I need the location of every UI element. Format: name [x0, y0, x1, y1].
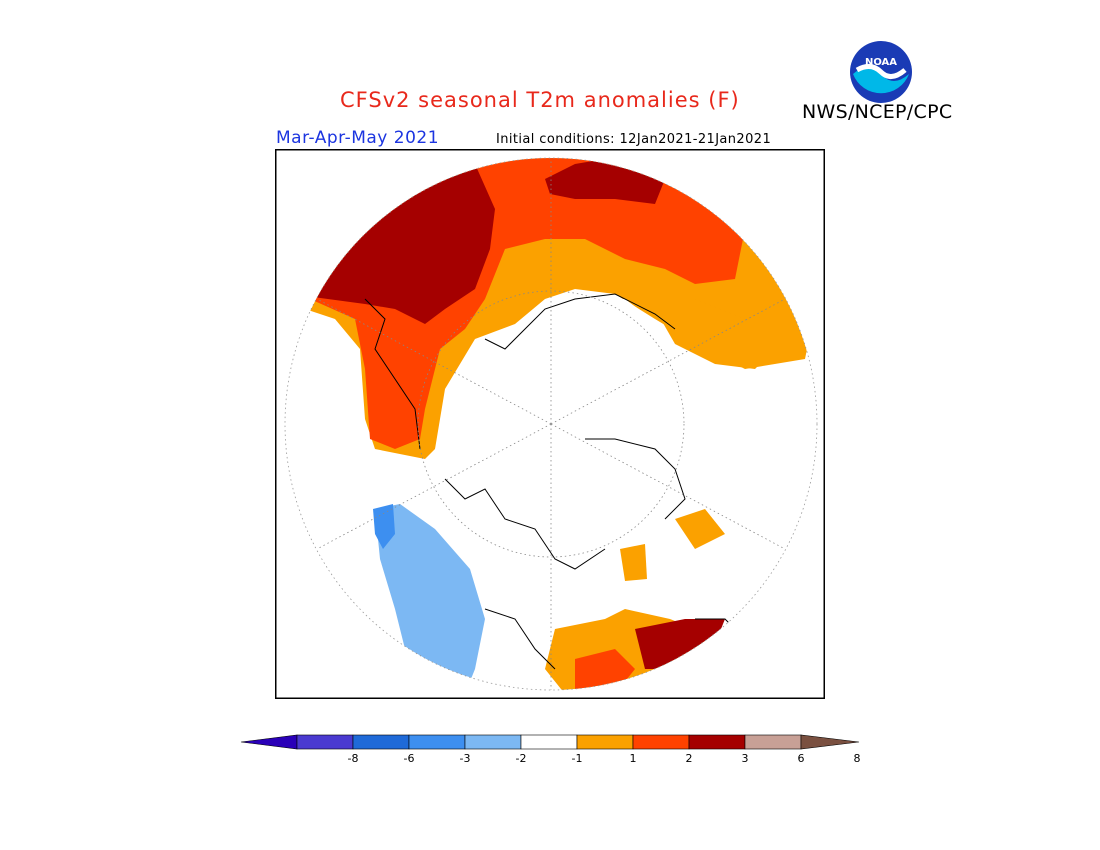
org-label: NWS/NCEP/CPC	[802, 101, 953, 123]
noaa-logo-text: NOAA	[865, 57, 897, 68]
noaa-logo: NOAA	[850, 41, 912, 103]
legend-arrow-low	[240, 734, 298, 750]
initial-conditions-label: Initial conditions: 12Jan2021-21Jan2021	[496, 132, 772, 147]
legend-swatch	[520, 734, 578, 750]
legend-tick-label: 6	[797, 752, 805, 765]
coastlines	[364, 293, 736, 670]
legend-tick-label: 1	[629, 752, 637, 765]
legend-swatch	[408, 734, 466, 750]
anomaly-region-darkred-west	[313, 164, 495, 324]
legend-swatch	[688, 734, 746, 750]
legend-swatch	[464, 734, 522, 750]
neutral-region-arctic	[435, 299, 695, 589]
chart-title: CFSv2 seasonal T2m anomalies (F)	[340, 88, 740, 112]
anomaly-region-greenland-orange	[675, 509, 725, 549]
legend-tick-label: 3	[741, 752, 749, 765]
legend-swatch	[296, 734, 354, 750]
legend-tick-label: -2	[515, 752, 527, 765]
map-frame	[275, 149, 825, 699]
legend-tick-label: -6	[403, 752, 415, 765]
legend-tick-label: -1	[571, 752, 583, 765]
legend-swatch	[576, 734, 634, 750]
legend-swatch	[632, 734, 690, 750]
season-label: Mar-Apr-May 2021	[276, 128, 440, 148]
legend-tick-label: -8	[347, 752, 359, 765]
anomaly-field	[305, 158, 815, 690]
anomaly-region-blue	[375, 504, 485, 690]
anomaly-region-blue-dark	[373, 504, 395, 549]
legend-swatch	[352, 734, 410, 750]
anomaly-region-orange-east	[655, 299, 775, 369]
anomaly-region-europe-darkred	[635, 619, 725, 669]
legend-tick-label: -3	[459, 752, 471, 765]
legend-tick-label: 8	[853, 752, 861, 765]
graticule	[316, 158, 786, 690]
legend-swatch	[744, 734, 802, 750]
color-legend	[240, 734, 860, 750]
polar-map	[275, 149, 825, 699]
anomaly-region-ellesmere-orange	[620, 544, 647, 581]
legend-arrow-high	[800, 734, 860, 750]
legend-tick-label: 2	[685, 752, 693, 765]
